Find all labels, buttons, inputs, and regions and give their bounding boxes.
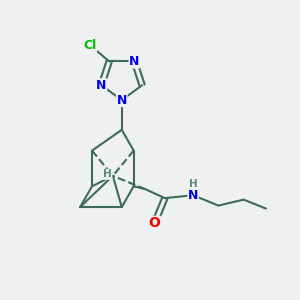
Text: O: O bbox=[148, 216, 160, 230]
Text: N: N bbox=[188, 189, 198, 202]
Text: N: N bbox=[129, 55, 140, 68]
Text: N: N bbox=[117, 94, 127, 106]
Text: H: H bbox=[103, 169, 112, 179]
Text: Cl: Cl bbox=[83, 38, 97, 52]
Text: H: H bbox=[189, 179, 197, 189]
Text: N: N bbox=[96, 79, 106, 92]
